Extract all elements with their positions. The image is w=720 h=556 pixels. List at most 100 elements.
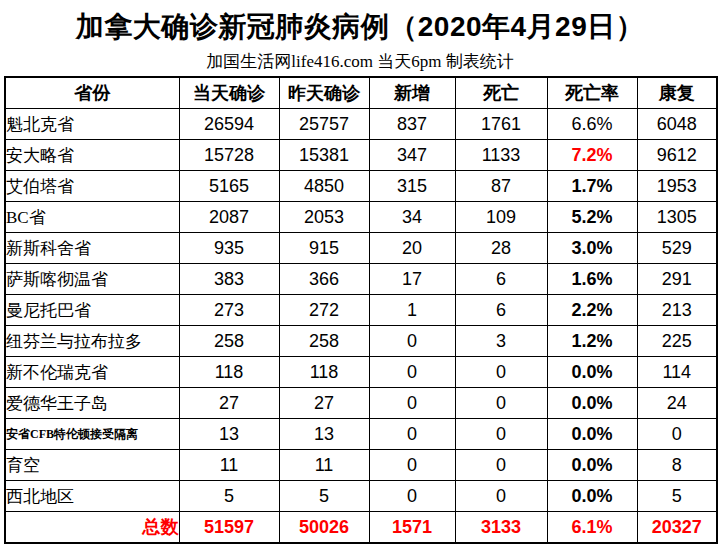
cell-today-confirmed: 11: [179, 450, 279, 481]
cell-province: 萨斯喀彻温省: [5, 264, 179, 295]
total-new-cases: 1571: [369, 512, 455, 544]
cell-recovered: 114: [637, 357, 717, 388]
cell-province: 艾伯塔省: [5, 171, 179, 202]
cell-new-cases: 17: [369, 264, 455, 295]
cell-new-cases: 315: [369, 171, 455, 202]
table-row: 西北地区55000.0%5: [5, 481, 717, 512]
cell-yesterday-confirmed: 366: [279, 264, 369, 295]
cell-province: 西北地区: [5, 481, 179, 512]
cell-death-rate: 0.0%: [547, 388, 637, 419]
cell-recovered: 5: [637, 481, 717, 512]
cell-today-confirmed: 13: [179, 419, 279, 450]
cell-province: 魁北克省: [5, 109, 179, 140]
cell-province: 安大略省: [5, 140, 179, 171]
table-row: 艾伯塔省51654850315871.7%1953: [5, 171, 717, 202]
cell-recovered: 529: [637, 233, 717, 264]
cell-recovered: 6048: [637, 109, 717, 140]
cell-new-cases: 347: [369, 140, 455, 171]
cell-death-rate: 1.7%: [547, 171, 637, 202]
cell-new-cases: 0: [369, 326, 455, 357]
cell-death-rate: 5.2%: [547, 202, 637, 233]
cell-new-cases: 20: [369, 233, 455, 264]
cell-new-cases: 837: [369, 109, 455, 140]
table-row: 爱德华王子岛2727000.0%24: [5, 388, 717, 419]
total-death-rate: 6.1%: [547, 512, 637, 544]
cell-today-confirmed: 27: [179, 388, 279, 419]
cell-new-cases: 0: [369, 450, 455, 481]
col-header-new-cases: 新增: [369, 77, 455, 109]
cell-yesterday-confirmed: 2053: [279, 202, 369, 233]
total-deaths: 3133: [455, 512, 547, 544]
cell-province: 纽芬兰与拉布拉多: [5, 326, 179, 357]
total-today-confirmed: 51597: [179, 512, 279, 544]
cell-deaths: 1761: [455, 109, 547, 140]
table-row: 安大略省157281538134711337.2%9612: [5, 140, 717, 171]
cell-yesterday-confirmed: 4850: [279, 171, 369, 202]
cell-province: 爱德华王子岛: [5, 388, 179, 419]
total-row: 总数 51597 50026 1571 3133 6.1% 20327: [5, 512, 717, 544]
cell-new-cases: 0: [369, 388, 455, 419]
cell-today-confirmed: 118: [179, 357, 279, 388]
cell-death-rate: 1.6%: [547, 264, 637, 295]
cell-deaths: 3: [455, 326, 547, 357]
cell-death-rate: 2.2%: [547, 295, 637, 326]
cell-recovered: 225: [637, 326, 717, 357]
table-row: 新斯科舍省93591520283.0%529: [5, 233, 717, 264]
table-row: 安省CFB特伦顿接受隔离1313000.0%0: [5, 419, 717, 450]
cell-deaths: 0: [455, 388, 547, 419]
table-body: 魁北克省265942575783717616.6%6048安大略省1572815…: [5, 109, 717, 512]
cell-today-confirmed: 2087: [179, 202, 279, 233]
cell-province: 新不伦瑞克省: [5, 357, 179, 388]
cell-today-confirmed: 5: [179, 481, 279, 512]
table-row: 纽芬兰与拉布拉多258258031.2%225: [5, 326, 717, 357]
col-header-recovered: 康复: [637, 77, 717, 109]
cell-death-rate: 0.0%: [547, 357, 637, 388]
cell-death-rate: 7.2%: [547, 140, 637, 171]
cell-deaths: 1133: [455, 140, 547, 171]
cell-deaths: 6: [455, 264, 547, 295]
cell-new-cases: 1: [369, 295, 455, 326]
covid-stats-table: 省份 当天确诊 昨天确诊 新增 死亡 死亡率 康复 魁北克省2659425757…: [4, 76, 718, 544]
page: 加拿大确诊新冠肺炎病例（2020年4月29日） 加国生活网life416.com…: [0, 0, 720, 556]
cell-today-confirmed: 935: [179, 233, 279, 264]
cell-yesterday-confirmed: 25757: [279, 109, 369, 140]
cell-recovered: 1953: [637, 171, 717, 202]
cell-yesterday-confirmed: 915: [279, 233, 369, 264]
cell-deaths: 109: [455, 202, 547, 233]
cell-yesterday-confirmed: 258: [279, 326, 369, 357]
cell-yesterday-confirmed: 5: [279, 481, 369, 512]
col-header-yesterday-confirmed: 昨天确诊: [279, 77, 369, 109]
header-row: 省份 当天确诊 昨天确诊 新增 死亡 死亡率 康复: [5, 77, 717, 109]
cell-recovered: 291: [637, 264, 717, 295]
cell-province: 安省CFB特伦顿接受隔离: [5, 419, 179, 450]
cell-today-confirmed: 258: [179, 326, 279, 357]
cell-province: BC省: [5, 202, 179, 233]
cell-yesterday-confirmed: 118: [279, 357, 369, 388]
cell-death-rate: 6.6%: [547, 109, 637, 140]
col-header-deaths: 死亡: [455, 77, 547, 109]
cell-recovered: 24: [637, 388, 717, 419]
cell-today-confirmed: 273: [179, 295, 279, 326]
cell-recovered: 0: [637, 419, 717, 450]
cell-yesterday-confirmed: 27: [279, 388, 369, 419]
cell-death-rate: 1.2%: [547, 326, 637, 357]
cell-deaths: 0: [455, 450, 547, 481]
cell-yesterday-confirmed: 15381: [279, 140, 369, 171]
col-header-province: 省份: [5, 77, 179, 109]
cell-deaths: 87: [455, 171, 547, 202]
cell-yesterday-confirmed: 272: [279, 295, 369, 326]
cell-today-confirmed: 26594: [179, 109, 279, 140]
cell-death-rate: 0.0%: [547, 481, 637, 512]
cell-deaths: 0: [455, 419, 547, 450]
table-row: 曼尼托巴省273272162.2%213: [5, 295, 717, 326]
table-row: 魁北克省265942575783717616.6%6048: [5, 109, 717, 140]
cell-deaths: 0: [455, 481, 547, 512]
page-title: 加拿大确诊新冠肺炎病例（2020年4月29日）: [0, 0, 720, 46]
cell-new-cases: 34: [369, 202, 455, 233]
cell-yesterday-confirmed: 13: [279, 419, 369, 450]
cell-death-rate: 0.0%: [547, 450, 637, 481]
cell-deaths: 0: [455, 357, 547, 388]
cell-today-confirmed: 15728: [179, 140, 279, 171]
cell-recovered: 1305: [637, 202, 717, 233]
col-header-death-rate: 死亡率: [547, 77, 637, 109]
